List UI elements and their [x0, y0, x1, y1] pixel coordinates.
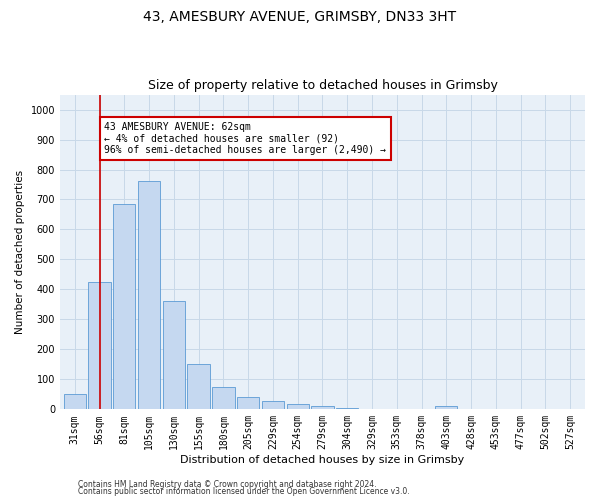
Bar: [187, 364, 210, 410]
Text: Contains HM Land Registry data © Crown copyright and database right 2024.: Contains HM Land Registry data © Crown c…: [78, 480, 377, 489]
Bar: [113, 204, 136, 410]
Bar: [336, 408, 358, 410]
Bar: [435, 406, 457, 409]
Bar: [212, 387, 235, 409]
Text: 43 AMESBURY AVENUE: 62sqm
← 4% of detached houses are smaller (92)
96% of semi-d: 43 AMESBURY AVENUE: 62sqm ← 4% of detach…: [104, 122, 386, 154]
Title: Size of property relative to detached houses in Grimsby: Size of property relative to detached ho…: [148, 79, 497, 92]
Bar: [138, 182, 160, 410]
Text: 43, AMESBURY AVENUE, GRIMSBY, DN33 3HT: 43, AMESBURY AVENUE, GRIMSBY, DN33 3HT: [143, 10, 457, 24]
Bar: [361, 408, 383, 410]
Bar: [64, 394, 86, 409]
Text: Contains public sector information licensed under the Open Government Licence v3: Contains public sector information licen…: [78, 488, 410, 496]
Bar: [311, 406, 334, 410]
Bar: [287, 404, 309, 409]
X-axis label: Distribution of detached houses by size in Grimsby: Distribution of detached houses by size …: [181, 455, 464, 465]
Bar: [262, 401, 284, 409]
Bar: [163, 302, 185, 410]
Bar: [88, 282, 110, 410]
Bar: [237, 398, 259, 409]
Y-axis label: Number of detached properties: Number of detached properties: [15, 170, 25, 334]
